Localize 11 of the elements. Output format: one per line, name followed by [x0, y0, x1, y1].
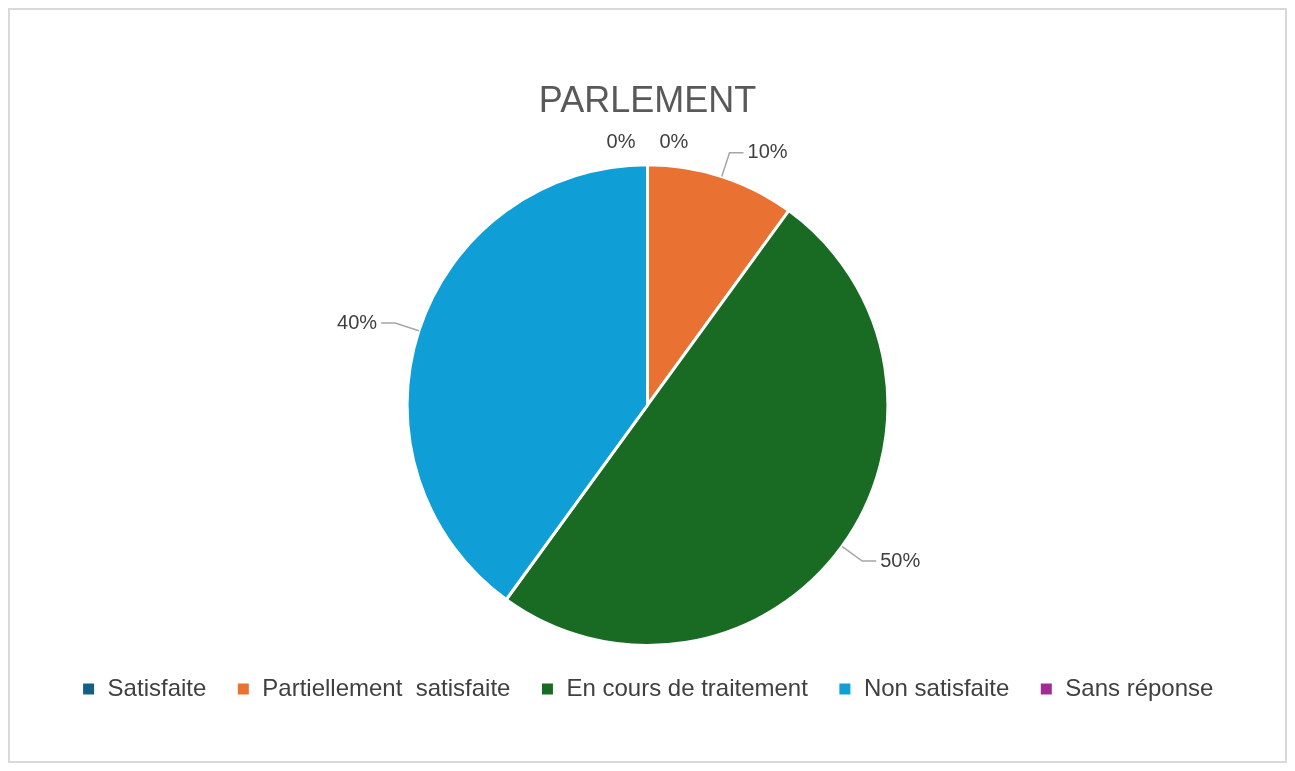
legend-label: En cours de traitement — [566, 673, 809, 701]
data-label: 50% — [880, 548, 921, 571]
text: 0% — [606, 130, 636, 153]
legend-label: Satisfaite — [107, 673, 207, 701]
text: 0% — [659, 130, 689, 153]
chart-title: PARLEMENT — [538, 78, 757, 120]
legend-label: Non satisfaite — [863, 673, 1010, 701]
data-label: 40% — [337, 310, 378, 333]
legend-label: Partiellement satisfaite — [262, 673, 511, 701]
legend-label: Sans réponse — [1065, 673, 1214, 701]
data-label: 10% — [747, 140, 788, 163]
